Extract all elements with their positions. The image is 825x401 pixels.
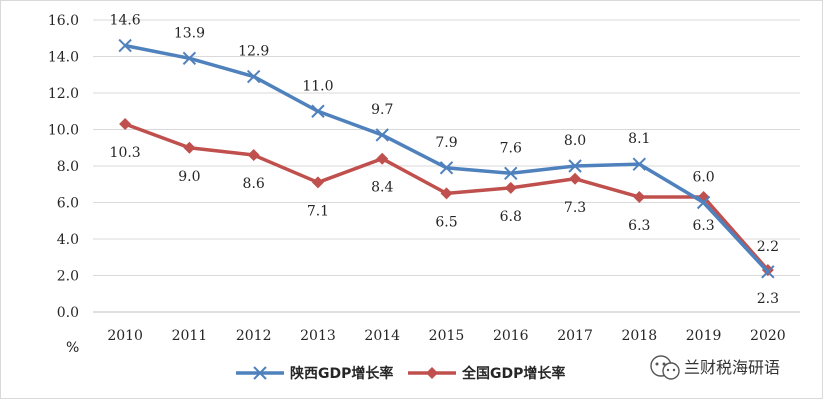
x-marker <box>761 265 775 279</box>
x-marker <box>182 51 197 66</box>
x-tick-label: 2013 <box>300 328 336 344</box>
wechat-icon <box>650 355 680 380</box>
x-tick-label: 2012 <box>236 328 272 344</box>
data-label-national: 9.0 <box>178 169 200 185</box>
x-tick-label: 2017 <box>557 328 593 344</box>
data-label-shaanxi: 11.0 <box>302 78 333 94</box>
data-label-national: 8.6 <box>243 176 265 192</box>
y-axis-ticks: 0.0 2.0 4.0 6.0 8.0 10.0 12.0 14.0 16.0 <box>48 13 79 321</box>
x-tick-label: 2014 <box>364 328 400 344</box>
y-tick-label: 6.0 <box>57 196 79 212</box>
y-tick-label: 0.0 <box>57 305 79 321</box>
data-label-national: 2.3 <box>757 291 779 307</box>
legend: 陕西GDP增长率 全国GDP增长率 <box>236 365 565 382</box>
x-tick-label: 2019 <box>686 328 722 344</box>
diamond-marker <box>426 367 438 379</box>
x-tick-label: 2018 <box>621 328 657 344</box>
diamond-marker <box>569 172 582 185</box>
data-label-shaanxi: 8.1 <box>628 131 650 147</box>
y-tick-label: 4.0 <box>57 232 79 248</box>
x-marker <box>311 104 325 118</box>
legend-item-national: 全国GDP增长率 <box>408 365 565 382</box>
data-label-shaanxi: 7.6 <box>500 140 522 156</box>
data-label-shaanxi: 6.0 <box>692 170 714 186</box>
data-label-national: 6.8 <box>500 209 522 225</box>
data-label-national: 7.1 <box>307 203 329 219</box>
diamond-marker <box>183 141 196 154</box>
watermark: 兰财税海研语 <box>650 355 780 380</box>
gridlines <box>93 19 800 313</box>
data-label-national: 6.3 <box>628 218 650 234</box>
diamond-marker <box>633 191 646 204</box>
x-tick-label: 2020 <box>750 328 786 344</box>
y-tick-label: 14.0 <box>48 50 79 66</box>
y-axis-unit: % <box>66 340 79 356</box>
x-marker <box>246 69 261 84</box>
x-marker <box>504 166 518 181</box>
data-label-shaanxi: 13.9 <box>174 25 205 41</box>
y-tick-label: 12.0 <box>48 86 79 102</box>
x-marker <box>632 157 647 171</box>
y-tick-label: 8.0 <box>57 159 79 175</box>
legend-label: 陕西GDP增长率 <box>290 365 393 382</box>
data-label-shaanxi: 2.2 <box>757 239 779 255</box>
x-marker <box>568 159 582 173</box>
x-marker <box>696 195 711 210</box>
data-label-shaanxi: 7.9 <box>435 135 457 151</box>
x-marker <box>253 366 267 380</box>
diamond-marker <box>440 187 453 200</box>
data-label-shaanxi: 14.6 <box>110 13 141 29</box>
diamond-marker <box>119 118 132 131</box>
y-tick-label: 10.0 <box>48 123 79 139</box>
diamond-marker <box>376 152 389 165</box>
x-axis-ticks: 2010 2011 2012 2013 2014 2015 2016 2017 2018 2019… <box>107 328 785 344</box>
legend-label: 全国GDP增长率 <box>461 365 565 382</box>
x-tick-label: 2016 <box>493 328 529 344</box>
diamond-marker <box>311 176 324 189</box>
data-label-shaanxi: 12.9 <box>238 44 269 60</box>
x-tick-label: 2011 <box>172 328 208 344</box>
data-label-national: 7.3 <box>564 200 586 216</box>
diamond-marker <box>247 149 260 162</box>
data-label-shaanxi: 9.7 <box>371 102 393 118</box>
series-national <box>119 118 774 277</box>
data-label-national: 6.3 <box>692 218 714 234</box>
data-label-national: 10.3 <box>110 145 141 161</box>
legend-item-shaanxi: 陕西GDP增长率 <box>236 365 393 382</box>
data-label-shaanxi: 8.0 <box>564 133 586 149</box>
data-label-national: 6.5 <box>435 214 457 230</box>
data-label-national: 8.4 <box>371 180 393 196</box>
series-line <box>124 43 770 274</box>
x-marker <box>375 128 389 142</box>
x-marker <box>439 161 454 175</box>
y-tick-label: 16.0 <box>48 13 79 29</box>
watermark-text: 兰财税海研语 <box>684 358 780 377</box>
series-group <box>118 38 775 279</box>
x-marker <box>118 38 132 53</box>
x-tick-label: 2015 <box>429 328 465 344</box>
diamond-marker <box>504 181 517 194</box>
x-tick-label: 2010 <box>107 328 143 344</box>
y-tick-label: 2.0 <box>57 269 79 285</box>
data-labels: 14.6 13.9 12.9 11.0 9.7 7.9 7.6 8.0 8.1 6.0 2.2 10.… <box>110 13 779 307</box>
series-shaanxi <box>118 38 775 279</box>
